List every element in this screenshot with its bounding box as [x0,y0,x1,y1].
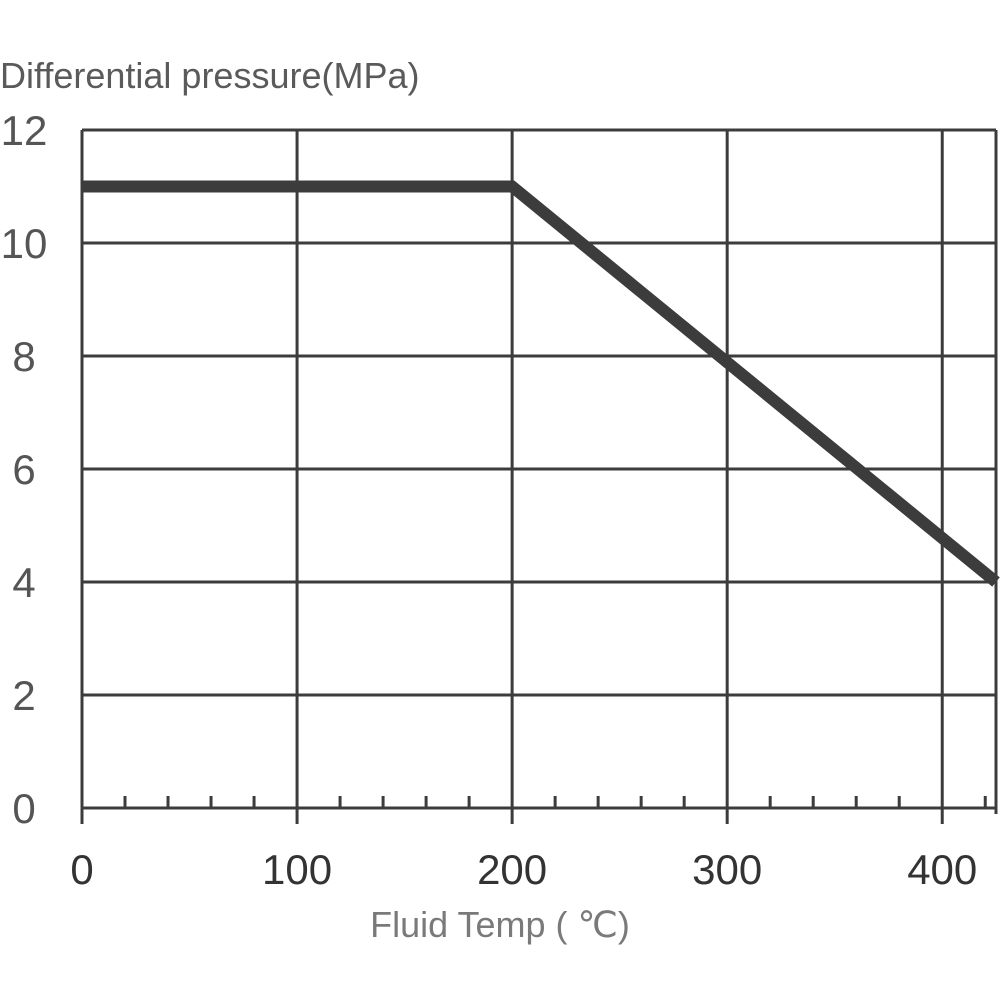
y-tick-label: 0 [12,785,35,832]
y-tick-label: 2 [12,672,35,719]
y-tick-label: 4 [12,559,35,606]
x-tick-label: 100 [262,846,332,893]
y-tick-label: 6 [12,446,35,493]
series-layer [82,180,1000,587]
y-tick-label: 10 [1,220,48,267]
series-line [82,180,1000,587]
x-tick-label: 0 [70,846,93,893]
y-tick-labels: 0 2 4 6 8 10 12 [1,107,48,832]
y-tick-label: 12 [1,107,48,154]
x-minor-ticks [123,796,987,808]
x-tick-label: 400 [907,846,977,893]
y-tick-label: 8 [12,333,35,380]
x-axis-label: Fluid Temp ( ℃) [370,904,630,945]
grid [80,128,998,824]
x-tick-label: 200 [477,846,547,893]
y-axis-label: Differential pressure(MPa) [0,55,419,96]
x-tick-labels: 0 100 200 300 400 [70,846,977,893]
x-tick-label: 300 [692,846,762,893]
